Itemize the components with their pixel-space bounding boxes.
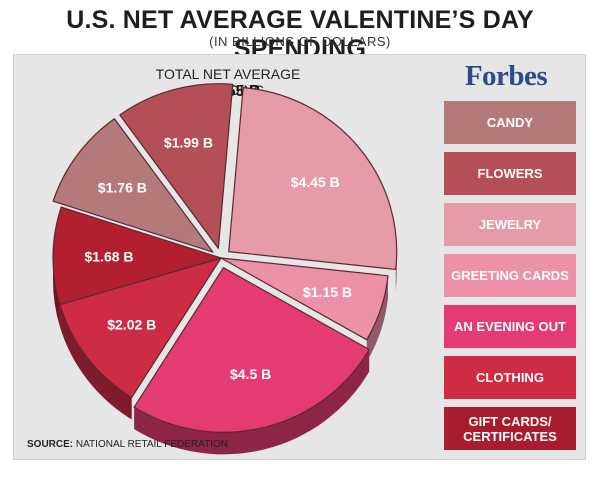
pie-slice-label-flowers: $1.99 B (164, 135, 213, 151)
pie-slice-side-an-evening-out (134, 349, 370, 455)
legend-item-an-evening-out: AN EVENING OUT (444, 305, 576, 348)
pie-slice-side-clothing (59, 304, 132, 420)
pie-slice-flowers (119, 83, 234, 249)
pie-slice-label-jewelry: $4.45 B (291, 174, 340, 190)
legend-item-greeting-cards: GREETING CARDS (444, 254, 576, 297)
source-note: SOURCE: NATIONAL RETAIL FEDERATION (27, 439, 228, 450)
pie-slice-candy (52, 118, 214, 253)
source-text: NATIONAL RETAIL FEDERATION (75, 439, 228, 450)
pie-slice-jewelry (228, 87, 398, 271)
pie-top-layer (52, 83, 398, 433)
forbes-logo: Forbes (464, 60, 548, 92)
pie-slice-label-clothing: $2.02 B (107, 316, 156, 332)
legend-item-flowers: FLOWERS (444, 152, 576, 195)
pie-slice-greeting-cards (220, 257, 389, 341)
legend-item-candy: CANDY (444, 101, 576, 144)
chart-title: U.S. NET AVERAGE VALENTINE’S DAY SPENDIN… (66, 6, 534, 63)
source-prefix: SOURCE: (27, 439, 74, 450)
pie-slice-label-gift-cards-certificates: $1.68 B (84, 249, 133, 265)
pie-slice-label-greeting-cards: $1.15 B (303, 284, 352, 300)
pie-slice-label-an-evening-out: $4.5 B (230, 366, 271, 382)
chart-subtitle: (IN BILLIONS OF DOLLARS) (209, 34, 391, 49)
pie-label-layer: $1.76 B $1.99 B $4.45 B $1.15 B $4.5 B $2.02 … (84, 135, 352, 383)
legend-item-gift-cards-certificates: GIFT CARDS/ CERTIFICATES (444, 407, 576, 450)
legend-item-clothing: CLOTHING (444, 356, 576, 399)
pie-slice-an-evening-out (133, 267, 370, 433)
pie-slice-clothing (59, 257, 222, 399)
legend-item-jewelry: JEWELRY (444, 203, 576, 246)
pie-slice-gift-cards-certificates (52, 206, 222, 306)
pie-slice-label-candy: $1.76 B (98, 180, 147, 196)
